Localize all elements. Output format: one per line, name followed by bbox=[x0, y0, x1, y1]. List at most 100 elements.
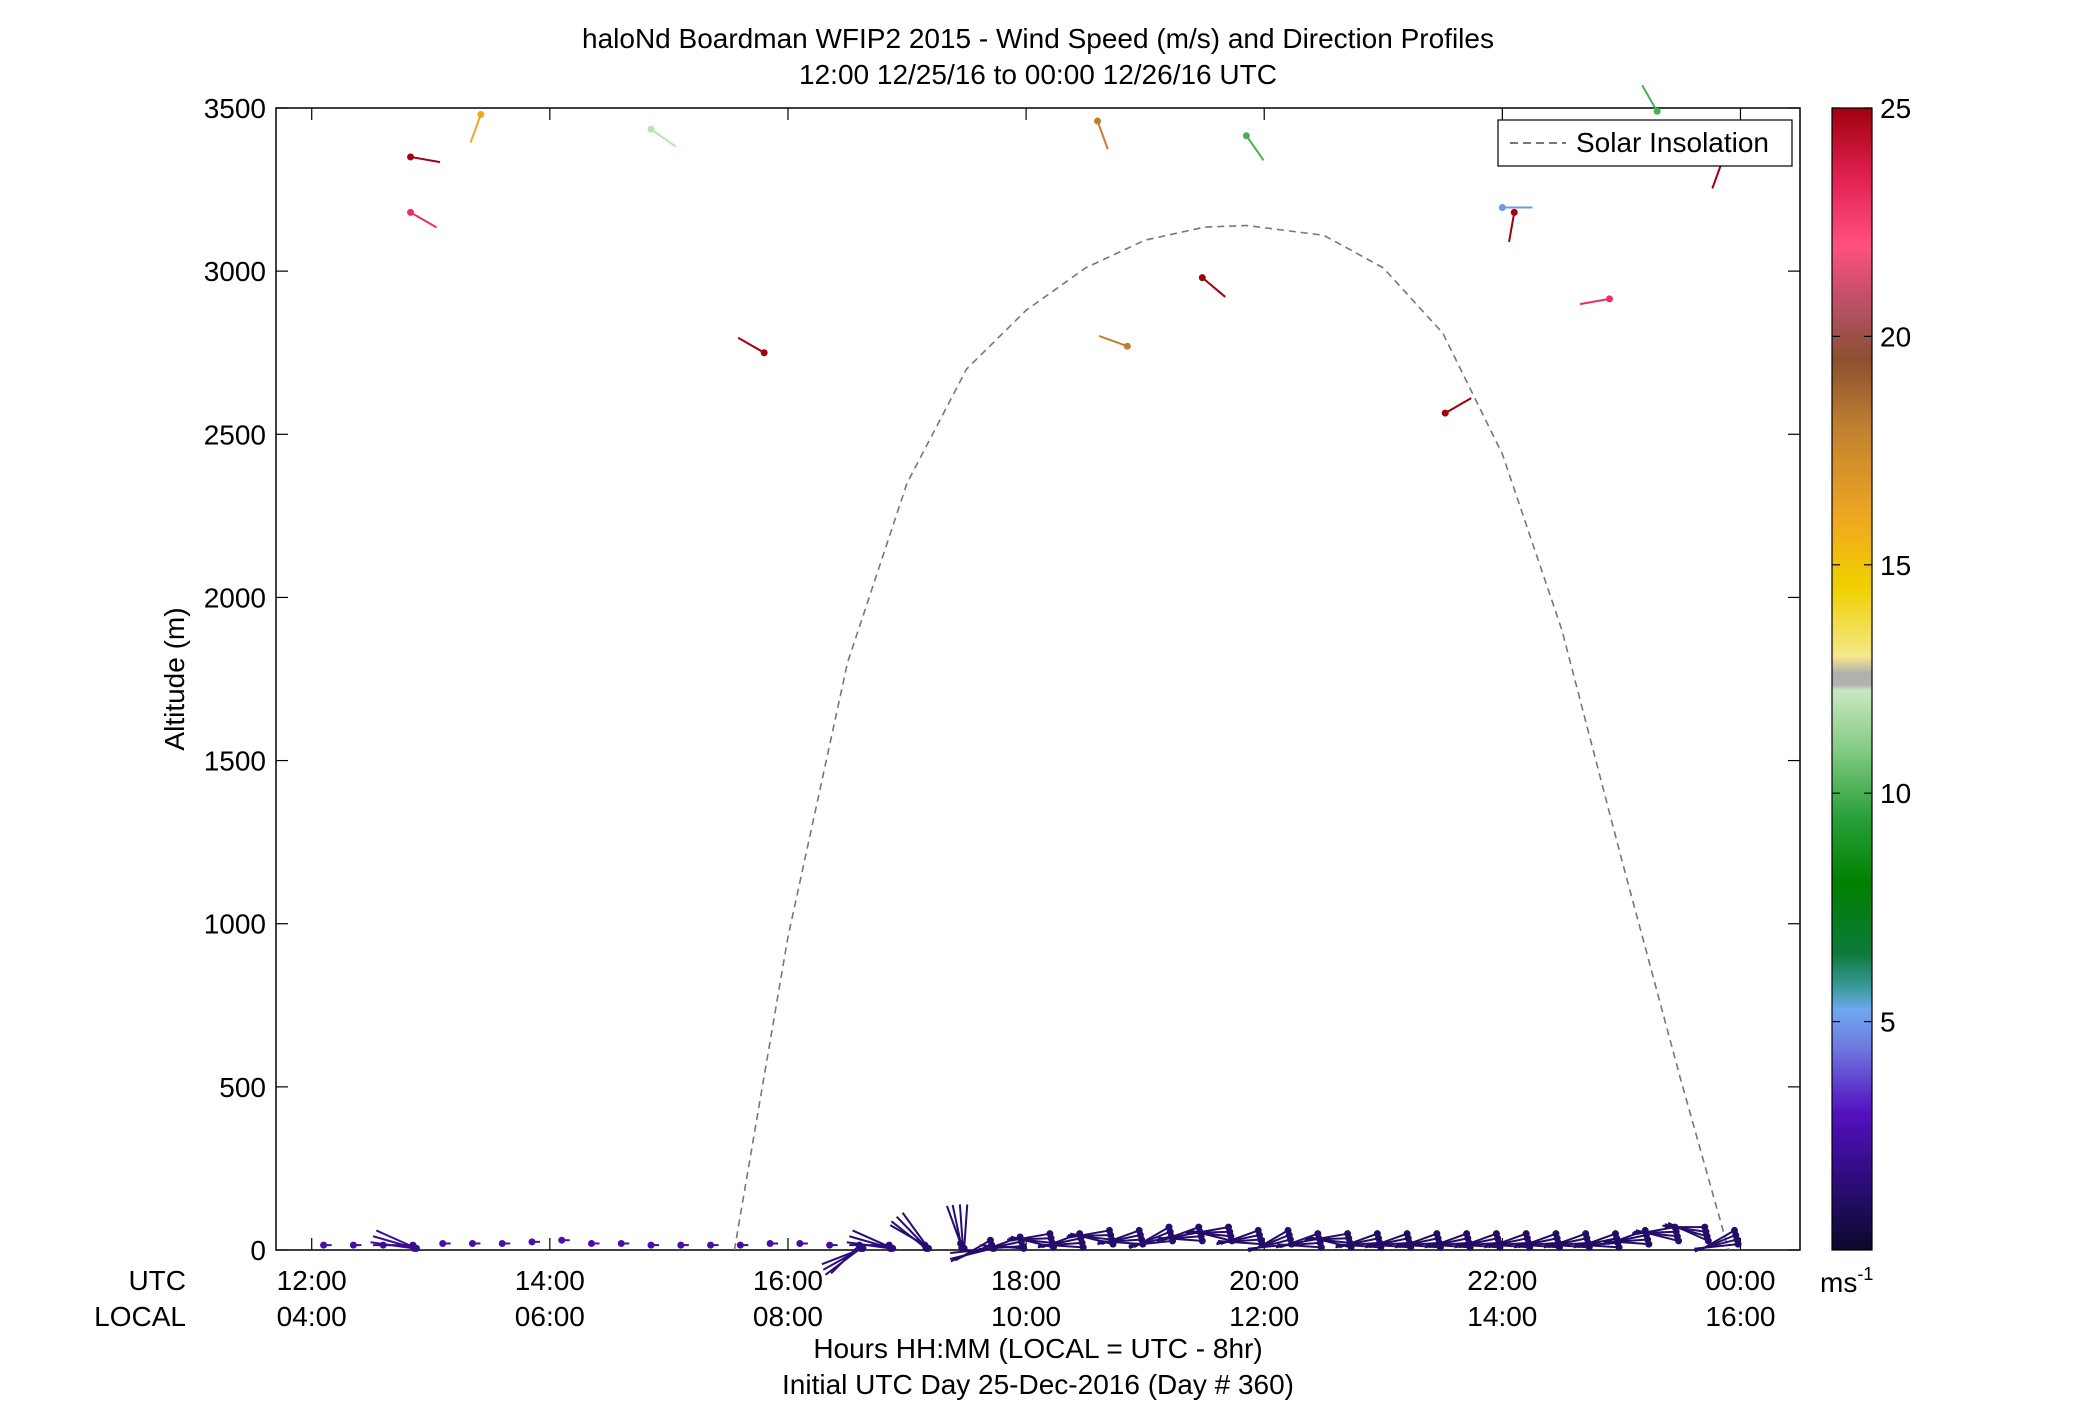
wind-barb-shaft bbox=[1098, 334, 1128, 348]
wind-barb-point bbox=[1123, 342, 1131, 350]
surface-barb-shaft bbox=[1128, 1239, 1173, 1247]
x-tick-label-local: 06:00 bbox=[515, 1301, 585, 1332]
x-axis-label-secondary: Initial UTC Day 25-Dec-2016 (Day # 360) bbox=[782, 1369, 1294, 1400]
x-axis-ticks: 12:00 04:00 14:00 06:00 16:00 08:00 18:00 10:00… bbox=[277, 108, 1776, 1332]
colorbar: 5 10 15 20 25 ms-1 bbox=[1820, 93, 1911, 1298]
surface-barb-point bbox=[889, 1244, 897, 1252]
wind-barb-point bbox=[1198, 274, 1206, 282]
x-tick-label-local: 16:00 bbox=[1705, 1301, 1775, 1332]
colorbar-unit: ms-1 bbox=[1820, 1264, 1873, 1298]
surface-barb-shaft bbox=[1575, 1243, 1620, 1249]
colorbar-ticks: 5 10 15 20 25 bbox=[1832, 93, 1911, 1038]
surface-barb-point bbox=[528, 1238, 536, 1246]
y-tick-label: 3500 bbox=[204, 93, 266, 124]
x-tick-label-local: 10:00 bbox=[991, 1301, 1061, 1332]
surface-barb-point bbox=[1645, 1240, 1653, 1248]
colorbar-tick-label: 15 bbox=[1880, 550, 1911, 581]
y-tick-label: 2500 bbox=[204, 419, 266, 450]
x-tick-label-utc: 22:00 bbox=[1467, 1265, 1537, 1296]
x-tick-label-utc: 16:00 bbox=[753, 1265, 823, 1296]
x-tick-label-local: 04:00 bbox=[277, 1301, 347, 1332]
x-row-label-utc: UTC bbox=[128, 1265, 186, 1296]
colorbar-gradient bbox=[1831, 107, 1873, 1251]
y-tick-label: 1000 bbox=[204, 909, 266, 940]
surface-barb-shaft bbox=[1039, 1243, 1084, 1249]
surface-barb-shaft bbox=[890, 1220, 927, 1250]
surface-barb-point bbox=[924, 1244, 932, 1252]
wind-barb-shaft bbox=[1201, 276, 1226, 298]
wind-barb-shaft bbox=[737, 336, 765, 354]
wind-barb-point bbox=[1441, 409, 1449, 417]
surface-barb-shaft bbox=[370, 1241, 415, 1250]
y-tick-label: 500 bbox=[219, 1072, 266, 1103]
plot-area bbox=[275, 107, 1801, 1251]
surface-barb-shaft bbox=[1604, 1240, 1649, 1246]
surface-barb-point bbox=[859, 1244, 867, 1252]
wind-barb-point bbox=[407, 208, 415, 216]
surface-barb-shaft bbox=[951, 1204, 963, 1249]
y-tick-label: 1500 bbox=[204, 746, 266, 777]
x-tick-label-utc: 20:00 bbox=[1229, 1265, 1299, 1296]
surface-barb-point bbox=[677, 1241, 685, 1249]
x-row-label-local: LOCAL bbox=[94, 1301, 186, 1332]
surface-barb-point bbox=[412, 1244, 420, 1252]
surface-barb-point bbox=[1020, 1244, 1028, 1252]
surface-barb-shaft bbox=[375, 1229, 417, 1250]
legend-box bbox=[1497, 119, 1793, 167]
surface-barb-shaft bbox=[895, 1216, 928, 1250]
wind-barb-shaft bbox=[410, 155, 441, 164]
surface-barb-point bbox=[707, 1241, 715, 1249]
surface-wind-profiles bbox=[320, 1204, 1742, 1276]
wind-barb-point bbox=[1094, 117, 1102, 125]
x-tick-label-utc: 00:00 bbox=[1705, 1265, 1775, 1296]
x-tick-label-local: 14:00 bbox=[1467, 1301, 1537, 1332]
colorbar-tick-label: 5 bbox=[1880, 1007, 1896, 1038]
wind-barb-point bbox=[647, 125, 655, 133]
surface-barb-shaft bbox=[1667, 1222, 1709, 1242]
colorbar-unit-base: ms bbox=[1820, 1267, 1857, 1298]
surface-barb-point bbox=[1734, 1240, 1742, 1248]
wind-barb-shaft bbox=[650, 128, 677, 148]
surface-barb-point bbox=[439, 1239, 447, 1247]
x-tick-label-utc: 14:00 bbox=[515, 1265, 585, 1296]
wind-barb-point bbox=[1653, 107, 1661, 115]
surface-barb-shaft bbox=[1098, 1240, 1143, 1246]
surface-barb-shaft bbox=[846, 1241, 891, 1250]
x-axis-label: Hours HH:MM (LOCAL = UTC - 8hr) bbox=[813, 1333, 1262, 1364]
legend-label-solar: Solar Insolation bbox=[1576, 127, 1769, 158]
surface-barb-shaft bbox=[1158, 1236, 1203, 1242]
surface-barb-shaft bbox=[1662, 1224, 1707, 1233]
wind-barb-point bbox=[1498, 204, 1506, 212]
wind-barb-point bbox=[477, 111, 485, 119]
surface-barb-point bbox=[766, 1239, 774, 1247]
surface-barb-shaft bbox=[821, 1247, 864, 1266]
surface-barb-point bbox=[796, 1239, 804, 1247]
surface-barb-point bbox=[1615, 1243, 1623, 1251]
wind-barb-point bbox=[407, 153, 415, 161]
y-tick-label: 3000 bbox=[204, 256, 266, 287]
surface-barb-shaft bbox=[1217, 1240, 1262, 1246]
colorbar-tick-label: 20 bbox=[1880, 321, 1911, 352]
surface-barb-point bbox=[960, 1244, 968, 1252]
x-tick-label-local: 08:00 bbox=[753, 1301, 823, 1332]
surface-barb-point bbox=[647, 1241, 655, 1249]
surface-barb-shaft bbox=[372, 1235, 416, 1250]
x-tick-label-local: 12:00 bbox=[1229, 1301, 1299, 1332]
surface-barb-point bbox=[1704, 1237, 1712, 1245]
surface-barb-shaft bbox=[1635, 1229, 1679, 1242]
surface-barb-point bbox=[349, 1241, 357, 1249]
colorbar-tick-label: 25 bbox=[1880, 93, 1911, 124]
surface-barb-shaft bbox=[848, 1235, 892, 1250]
y-tick-label: 0 bbox=[250, 1235, 266, 1266]
surface-barb-point bbox=[1675, 1237, 1683, 1245]
y-axis-label: Altitude (m) bbox=[159, 607, 190, 750]
wind-barbs bbox=[407, 84, 1727, 417]
surface-barb-shaft bbox=[1277, 1243, 1322, 1249]
surface-barb-point bbox=[1317, 1243, 1325, 1251]
wind-barb-shaft bbox=[1444, 397, 1472, 414]
wind-barb-shaft bbox=[410, 211, 438, 229]
surface-barb-point bbox=[498, 1239, 506, 1247]
colorbar-unit-exponent: -1 bbox=[1857, 1264, 1873, 1284]
wind-barb-shaft bbox=[1096, 120, 1109, 150]
